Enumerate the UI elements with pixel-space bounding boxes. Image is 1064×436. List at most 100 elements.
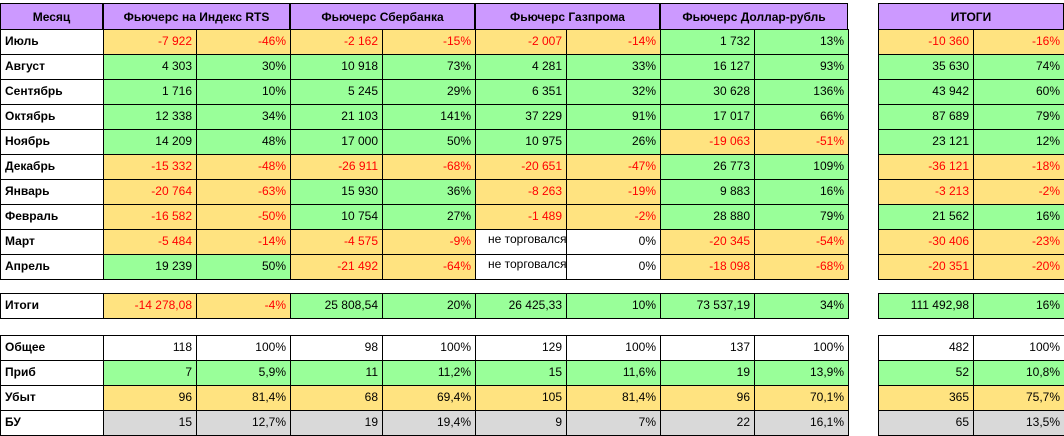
stat-cell[interactable]: 7 — [103, 360, 197, 386]
month-row-cell[interactable]: 4 281 — [475, 54, 567, 80]
totals-row-cell[interactable]: 111 492,98 — [878, 293, 974, 319]
month-row-cell[interactable]: -68% — [382, 154, 476, 180]
month-row-cell[interactable]: 6 351 — [475, 79, 567, 105]
month-row-cell[interactable]: 26% — [566, 129, 661, 155]
month-row-cell[interactable]: -3 213 — [878, 179, 974, 205]
totals-row-cell[interactable]: 34% — [754, 293, 849, 319]
month-row-cell[interactable]: 87 689 — [878, 104, 974, 130]
month-row-cell[interactable]: -16% — [973, 29, 1064, 55]
stat-cell[interactable]: 81,4% — [566, 385, 661, 411]
month-row-cell[interactable]: 136% — [754, 79, 849, 105]
month-row-cell[interactable]: 14 209 — [103, 129, 197, 155]
stat-cell[interactable]: 16,1% — [754, 410, 849, 436]
month-row-cell[interactable]: не торговался — [475, 254, 567, 280]
month-row-cell[interactable]: 29% — [382, 79, 476, 105]
month-row-cell[interactable]: 26 773 — [660, 154, 755, 180]
totals-row-cell[interactable]: 16% — [973, 293, 1064, 319]
stat-cell[interactable]: 96 — [660, 385, 755, 411]
month-row-cell[interactable]: 10% — [196, 79, 291, 105]
stat-cell[interactable]: 68 — [290, 385, 383, 411]
month-row-cell[interactable]: не торговался — [475, 229, 567, 255]
month-row-cell[interactable]: 16 127 — [660, 54, 755, 80]
stat-cell[interactable]: 100% — [973, 335, 1064, 361]
month-row-cell[interactable]: 12% — [973, 129, 1064, 155]
month-row-cell[interactable]: -5 484 — [103, 229, 197, 255]
month-row-cell[interactable]: 10 975 — [475, 129, 567, 155]
month-row-cell[interactable]: 5 245 — [290, 79, 383, 105]
stat-cell[interactable]: 69,4% — [382, 385, 476, 411]
month-row-cell[interactable]: 141% — [382, 104, 476, 130]
stat-cell[interactable]: 98 — [290, 335, 383, 361]
month-row-cell[interactable]: -2 162 — [290, 29, 383, 55]
month-row-cell[interactable]: 17 000 — [290, 129, 383, 155]
month-row-cell[interactable]: -18 098 — [660, 254, 755, 280]
month-row-cell[interactable]: 21 562 — [878, 204, 974, 230]
month-row-cell[interactable]: -20 651 — [475, 154, 567, 180]
totals-row-cell[interactable]: -14 278,08 — [103, 293, 197, 319]
month-row-cell[interactable]: -36 121 — [878, 154, 974, 180]
month-row-cell[interactable]: 73% — [382, 54, 476, 80]
month-row-cell[interactable]: 9 883 — [660, 179, 755, 205]
month-row-cell[interactable]: 50% — [196, 254, 291, 280]
month-row-cell[interactable]: -68% — [754, 254, 849, 280]
month-row-cell[interactable]: -15 332 — [103, 154, 197, 180]
stat-cell[interactable]: 65 — [878, 410, 974, 436]
month-row-cell[interactable]: 27% — [382, 204, 476, 230]
stat-cell[interactable]: 137 — [660, 335, 755, 361]
month-row-cell[interactable]: 48% — [196, 129, 291, 155]
stat-cell[interactable]: 10,8% — [973, 360, 1064, 386]
stat-cell[interactable]: 100% — [566, 335, 661, 361]
month-row-cell[interactable]: 43 942 — [878, 79, 974, 105]
totals-row-cell[interactable]: 20% — [382, 293, 476, 319]
month-row-cell[interactable]: -21 492 — [290, 254, 383, 280]
month-row-cell[interactable]: 74% — [973, 54, 1064, 80]
stat-cell[interactable]: 70,1% — [754, 385, 849, 411]
month-row-cell[interactable]: -2% — [566, 204, 661, 230]
month-row-cell[interactable]: -26 911 — [290, 154, 383, 180]
totals-row-cell[interactable]: -4% — [196, 293, 291, 319]
month-row-cell[interactable]: -10 360 — [878, 29, 974, 55]
month-row-cell[interactable]: -18% — [973, 154, 1064, 180]
month-row-cell[interactable]: -2% — [973, 179, 1064, 205]
totals-row-cell[interactable]: 25 808,54 — [290, 293, 383, 319]
totals-row-cell[interactable]: 10% — [566, 293, 661, 319]
month-row-cell[interactable]: -51% — [754, 129, 849, 155]
stat-cell[interactable]: 100% — [754, 335, 849, 361]
month-row-cell[interactable]: 35 630 — [878, 54, 974, 80]
stat-cell[interactable]: 81,4% — [196, 385, 291, 411]
totals-row-cell[interactable]: 73 537,19 — [660, 293, 755, 319]
month-row-cell[interactable]: 79% — [973, 104, 1064, 130]
month-row-cell[interactable]: -20% — [973, 254, 1064, 280]
month-row-cell[interactable]: 19 239 — [103, 254, 197, 280]
month-row-cell[interactable]: -64% — [382, 254, 476, 280]
month-row-cell[interactable]: 91% — [566, 104, 661, 130]
month-row-cell[interactable]: -8 263 — [475, 179, 567, 205]
stat-cell[interactable]: 7% — [566, 410, 661, 436]
month-row-cell[interactable]: -20 351 — [878, 254, 974, 280]
month-row-cell[interactable]: -14% — [566, 29, 661, 55]
month-row-cell[interactable]: 15 930 — [290, 179, 383, 205]
stat-cell[interactable]: 11,2% — [382, 360, 476, 386]
month-row-cell[interactable]: 16% — [973, 204, 1064, 230]
stat-cell[interactable]: 19 — [290, 410, 383, 436]
month-row-cell[interactable]: 66% — [754, 104, 849, 130]
month-row-cell[interactable]: 0% — [566, 229, 661, 255]
month-row-cell[interactable]: 30% — [196, 54, 291, 80]
month-row-cell[interactable]: -20 345 — [660, 229, 755, 255]
stat-cell[interactable]: 5,9% — [196, 360, 291, 386]
stat-cell[interactable]: 11 — [290, 360, 383, 386]
month-row-cell[interactable]: 34% — [196, 104, 291, 130]
month-row-cell[interactable]: -7 922 — [103, 29, 197, 55]
month-row-cell[interactable]: 79% — [754, 204, 849, 230]
month-row-cell[interactable]: 23 121 — [878, 129, 974, 155]
stat-cell[interactable]: 13,5% — [973, 410, 1064, 436]
month-row-cell[interactable]: 60% — [973, 79, 1064, 105]
month-row-cell[interactable]: 10 754 — [290, 204, 383, 230]
month-row-cell[interactable]: 93% — [754, 54, 849, 80]
month-row-cell[interactable]: -63% — [196, 179, 291, 205]
stat-cell[interactable]: 9 — [475, 410, 567, 436]
month-row-cell[interactable]: 33% — [566, 54, 661, 80]
stat-cell[interactable]: 22 — [660, 410, 755, 436]
month-row-cell[interactable]: -23% — [973, 229, 1064, 255]
month-row-cell[interactable]: -15% — [382, 29, 476, 55]
